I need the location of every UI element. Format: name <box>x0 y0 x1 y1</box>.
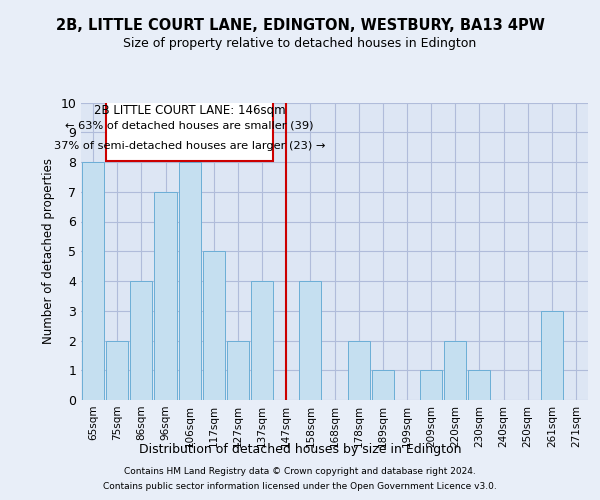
Bar <box>468 370 490 400</box>
Text: 2B, LITTLE COURT LANE, EDINGTON, WESTBURY, BA13 4PW: 2B, LITTLE COURT LANE, EDINGTON, WESTBUR… <box>56 18 544 32</box>
Bar <box>444 340 466 400</box>
Text: ← 63% of detached houses are smaller (39): ← 63% of detached houses are smaller (39… <box>65 120 314 130</box>
Bar <box>371 370 394 400</box>
Text: 37% of semi-detached houses are larger (23) →: 37% of semi-detached houses are larger (… <box>54 140 325 150</box>
Bar <box>130 281 152 400</box>
Text: Distribution of detached houses by size in Edington: Distribution of detached houses by size … <box>139 442 461 456</box>
Text: Contains HM Land Registry data © Crown copyright and database right 2024.: Contains HM Land Registry data © Crown c… <box>124 467 476 476</box>
Bar <box>227 340 249 400</box>
Bar <box>541 310 563 400</box>
Bar <box>299 281 322 400</box>
Y-axis label: Number of detached properties: Number of detached properties <box>42 158 55 344</box>
Text: 2B LITTLE COURT LANE: 146sqm: 2B LITTLE COURT LANE: 146sqm <box>94 104 286 118</box>
Text: Contains public sector information licensed under the Open Government Licence v3: Contains public sector information licen… <box>103 482 497 491</box>
Bar <box>251 281 273 400</box>
FancyBboxPatch shape <box>106 92 273 160</box>
Bar <box>82 162 104 400</box>
Bar <box>420 370 442 400</box>
Text: Size of property relative to detached houses in Edington: Size of property relative to detached ho… <box>124 38 476 51</box>
Bar <box>179 162 201 400</box>
Bar <box>154 192 176 400</box>
Bar <box>203 252 225 400</box>
Bar <box>106 340 128 400</box>
Bar <box>347 340 370 400</box>
